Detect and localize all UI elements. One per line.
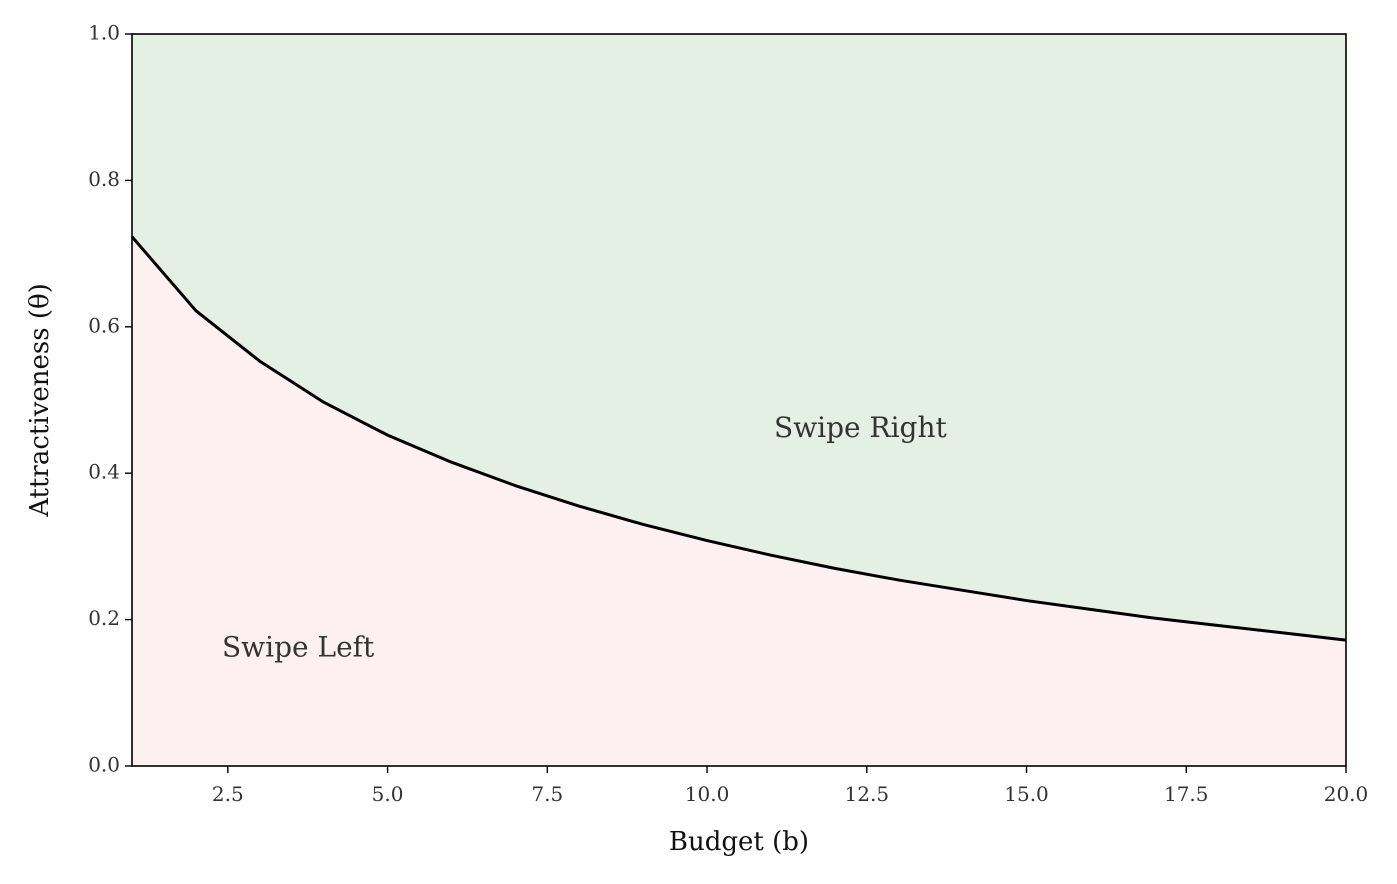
x-tick-label: 12.5 (845, 782, 890, 806)
y-tick-label: 0.0 (88, 753, 120, 777)
x-tick-label: 7.5 (531, 782, 563, 806)
x-tick-label: 17.5 (1164, 782, 1209, 806)
regions-layer (132, 34, 1346, 766)
region-swipe-left (132, 236, 1346, 766)
x-tick-label: 2.5 (212, 782, 244, 806)
y-tick-label: 0.2 (88, 606, 120, 630)
y-tick-label: 0.4 (88, 460, 120, 484)
y-tick-label: 1.0 (88, 21, 120, 45)
x-tick-label: 20.0 (1324, 782, 1369, 806)
y-axis-label: Attractiveness (θ) (25, 283, 55, 518)
swipe-right-label: Swipe Right (774, 411, 947, 444)
y-tick-label: 0.8 (88, 167, 120, 191)
axes-layer: 2.5 5.0 7.5 10.0 12.5 15.0 17.5 20.0 0.0 0.2 0.4 0.… (88, 21, 1368, 807)
annotations-layer: Swipe Right Swipe Left (222, 411, 948, 664)
swipe-left-label: Swipe Left (222, 630, 375, 663)
plot-frame (131, 33, 1347, 767)
line-layer (130, 235, 1347, 642)
boundary-line (130, 235, 1347, 642)
x-tick-label: 5.0 (372, 782, 404, 806)
x-tick-label: 10.0 (685, 782, 730, 806)
x-tick-label: 15.0 (1004, 782, 1049, 806)
region-swipe-right (132, 34, 1346, 641)
y-tick-label: 0.6 (88, 313, 120, 337)
x-axis-label: Budget (b) (669, 827, 809, 857)
